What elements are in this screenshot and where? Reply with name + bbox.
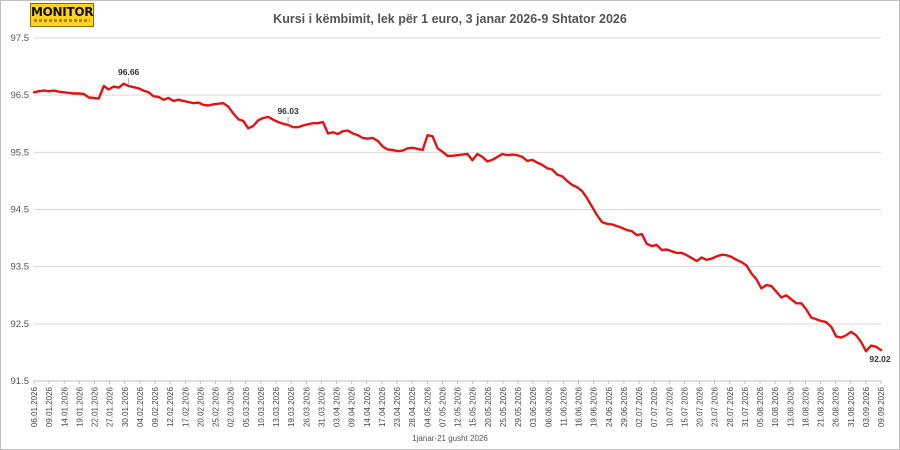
x-tick-label: 09.04.2026 — [348, 386, 357, 427]
x-tick-label: 11.06.2026 — [559, 386, 568, 426]
y-tick-label: 93.5 — [11, 262, 30, 273]
x-tick-label: 29.05.2026 — [514, 386, 523, 427]
x-tick-label: 16.06.2026 — [575, 386, 584, 427]
x-tick-label: 19.06.2026 — [590, 386, 599, 427]
x-tick-label: 15.07.2026 — [680, 386, 689, 427]
x-tick-label: 12.05.2026 — [454, 386, 463, 427]
x-tick-label: 15.05.2026 — [469, 386, 478, 427]
x-tick-label: 17.04.2026 — [378, 386, 387, 427]
x-tick-label: 26.03.2026 — [302, 386, 311, 427]
x-tick-label: 20.07.2026 — [696, 386, 705, 427]
x-tick-label: 07.05.2026 — [438, 386, 447, 427]
x-tick-label: 09.02.2026 — [151, 386, 160, 427]
x-tick-label: 09.01.2026 — [45, 386, 54, 427]
x-tick-label: 03.04.2026 — [333, 386, 342, 427]
x-tick-label: 30.01.2026 — [121, 386, 130, 427]
x-tick-label: 31.07.2026 — [741, 386, 750, 427]
x-tick-label: 28.07.2026 — [726, 386, 735, 427]
x-tick-label: 25.05.2026 — [499, 386, 508, 427]
x-tick-label: 13.03.2026 — [272, 386, 281, 427]
x-tick-label: 10.03.2026 — [257, 386, 266, 427]
x-tick-label: 09.09.2026 — [877, 386, 886, 427]
annotation-label: 92.02 — [869, 354, 891, 364]
x-tick-label: 19.01.2026 — [75, 386, 84, 427]
x-tick-label: 02.03.2026 — [227, 386, 236, 427]
x-tick-label: 10.08.2026 — [771, 386, 780, 427]
x-tick-label: 26.08.2026 — [832, 386, 841, 427]
x-tick-label: 22.01.2026 — [91, 386, 100, 427]
x-tick-label: 02.07.2026 — [635, 386, 644, 427]
series-line — [32, 82, 883, 353]
x-tick-label: 21.08.2026 — [817, 386, 826, 427]
x-tick-label: 19.03.2026 — [287, 386, 296, 427]
x-tick-label: 24.06.2026 — [605, 386, 614, 427]
x-tick-label: 06.01.2026 — [30, 386, 39, 427]
x-tick-label: 20.02.2026 — [196, 386, 205, 427]
x-tick-label: 23.07.2026 — [711, 386, 720, 427]
x-tick-label: 04.02.2026 — [136, 386, 145, 427]
x-tick-label: 14.04.2026 — [363, 386, 372, 427]
y-tick-label: 92.5 — [11, 319, 30, 330]
x-tick-label: 23.04.2026 — [393, 386, 402, 427]
x-tick-label: 29.06.2026 — [620, 386, 629, 427]
chart-title: Kursi i këmbimit, lek për 1 euro, 3 jana… — [273, 12, 627, 26]
x-tick-label: 10.07.2026 — [665, 386, 674, 427]
x-tick-label: 05.03.2026 — [242, 386, 251, 427]
x-tick-label: 27.01.2026 — [106, 386, 115, 427]
y-tick-label: 91.5 — [11, 376, 30, 387]
y-tick-label: 97.5 — [11, 33, 30, 44]
x-tick-label: 25.02.2026 — [212, 386, 221, 427]
x-tick-label: 03.09.2026 — [862, 386, 871, 427]
y-tick-label: 94.5 — [11, 205, 30, 216]
x-tick-label: 07.07.2026 — [650, 386, 659, 427]
x-tick-label: 18.08.2026 — [801, 386, 810, 427]
x-tick-label: 06.06.2026 — [544, 386, 553, 427]
x-tick-label: 12.02.2026 — [166, 386, 175, 427]
y-tick-label: 96.5 — [11, 90, 30, 101]
x-tick-label: 31.08.2026 — [847, 386, 856, 427]
monitor-logo: MONITOR — [30, 3, 94, 27]
annotation-label: 96.66 — [118, 67, 140, 77]
x-tick-label: 05.08.2026 — [756, 386, 765, 427]
x-tick-label: 28.04.2026 — [408, 386, 417, 427]
x-tick-label: 17.02.2026 — [181, 386, 190, 427]
logo-tagline-strip — [34, 19, 90, 22]
x-tick-label: 13.08.2026 — [786, 386, 795, 427]
y-tick-label: 95.5 — [11, 147, 30, 158]
x-tick-label: 31.03.2026 — [317, 386, 326, 427]
x-tick-label: 14.01.2026 — [60, 386, 69, 427]
logo-text: MONITOR — [31, 5, 94, 19]
x-tick-label: 04.05.2026 — [423, 386, 432, 427]
annotation-label: 96.03 — [277, 106, 299, 116]
x-axis-label: 1janar-21 gusht 2026 — [412, 434, 488, 443]
x-tick-label: 03.06.2026 — [529, 386, 538, 427]
x-tick-label: 20.05.2026 — [484, 386, 493, 427]
